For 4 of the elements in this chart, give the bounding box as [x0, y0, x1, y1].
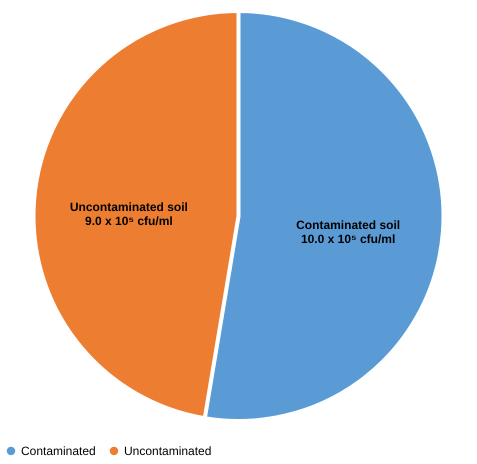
data-label: Contaminated soil 10.0 x 10⁵ cfu/ml [296, 218, 400, 246]
data-label: Uncontaminated soil 9.0 x 10⁵ cfu/ml [70, 200, 188, 228]
legend-label: Contaminated [21, 444, 96, 458]
legend-label: Uncontaminated [124, 444, 212, 458]
